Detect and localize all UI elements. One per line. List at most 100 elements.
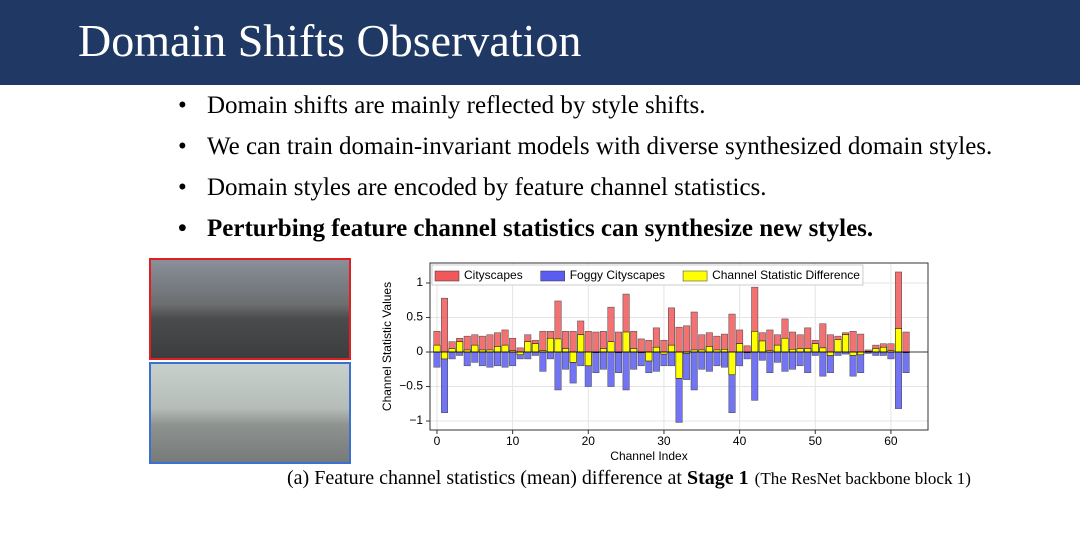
- bar: [509, 337, 517, 353]
- cityscapes-image: [149, 258, 351, 360]
- bar: [675, 326, 683, 353]
- legend-label: Channel Statistic Difference: [712, 268, 860, 282]
- caption: (a) Feature channel statistics (mean) di…: [287, 467, 971, 490]
- bar: [441, 297, 448, 353]
- bar: [773, 344, 781, 353]
- caption-text: (a) Feature channel statistics (mean) di…: [287, 467, 687, 489]
- bar: [539, 351, 547, 372]
- bar: [441, 351, 448, 360]
- bar: [668, 344, 675, 353]
- y-tick-label: 0.5: [406, 310, 423, 324]
- bar: [668, 351, 675, 367]
- bar: [486, 334, 494, 353]
- bar: [758, 340, 766, 353]
- bar: [781, 351, 789, 372]
- header: Domain Shifts Observation: [0, 0, 1080, 85]
- y-tick-label: −1: [409, 413, 423, 427]
- bar: [857, 351, 865, 373]
- bar: [546, 351, 554, 360]
- bar: [645, 351, 653, 362]
- bar: [433, 344, 441, 353]
- bar: [562, 348, 570, 353]
- plot-frame: [429, 262, 929, 431]
- bar: [872, 351, 880, 356]
- bar: [796, 351, 804, 367]
- bar: [539, 331, 547, 353]
- bar: [826, 351, 834, 356]
- legend-frame: [431, 264, 864, 286]
- bar: [683, 351, 691, 380]
- bar: [456, 351, 464, 356]
- bar: [834, 351, 842, 356]
- bar: [554, 338, 562, 353]
- legend-swatch: [434, 270, 460, 282]
- bar: [584, 351, 592, 367]
- legend-label: Cityscapes: [464, 268, 523, 282]
- bar: [448, 351, 456, 360]
- bar: [834, 339, 842, 353]
- bar: [478, 351, 486, 367]
- bar: [441, 351, 448, 413]
- bar: [675, 351, 683, 379]
- bar: [531, 343, 539, 353]
- bar: [516, 347, 524, 353]
- bar: [524, 341, 532, 353]
- bar: [501, 344, 509, 353]
- bar: [569, 351, 577, 363]
- bar: [433, 351, 441, 368]
- bar: [698, 334, 706, 353]
- bar: [842, 334, 849, 353]
- bar: [554, 351, 562, 391]
- x-tick-label: 20: [582, 434, 596, 448]
- slide-title: Domain Shifts Observation: [78, 15, 582, 66]
- bar: [463, 351, 471, 367]
- bar: [660, 340, 668, 353]
- bar: [819, 351, 827, 377]
- bar: [486, 351, 494, 368]
- legend: Cityscapes Foggy Cityscapes Channel Statis…: [431, 264, 864, 286]
- bar: [516, 351, 524, 356]
- bar: [592, 331, 600, 353]
- bar: [615, 331, 623, 353]
- bar: [804, 348, 812, 353]
- bar: [630, 351, 638, 370]
- y-axis-title: Channel Statistic Values: [380, 282, 394, 411]
- bar: [713, 351, 721, 367]
- bullet: Domain shifts are mainly reflected by st…: [178, 88, 992, 129]
- x-tick-label: 50: [809, 434, 823, 448]
- bar: [857, 351, 865, 356]
- bar: [546, 337, 554, 353]
- bar: [819, 347, 827, 353]
- bar: [577, 351, 585, 367]
- bar: [895, 328, 902, 353]
- bullet-list: Domain shifts are mainly reflected by st…: [178, 88, 992, 252]
- bar: [902, 331, 910, 353]
- x-tick-label: 40: [733, 434, 747, 448]
- bar: [728, 351, 736, 376]
- bar: [471, 344, 479, 353]
- bar: [524, 351, 532, 360]
- x-axis-title: Channel Index: [610, 449, 687, 463]
- bar: [577, 334, 585, 353]
- bar: [713, 335, 721, 353]
- bar: [872, 348, 880, 353]
- bar: [615, 351, 623, 373]
- y-tick-label: −0.5: [399, 379, 423, 393]
- bar: [789, 349, 797, 353]
- bar: [607, 341, 615, 353]
- bar: [789, 351, 797, 370]
- bar: [743, 351, 751, 360]
- bar: [902, 351, 910, 373]
- bar: [773, 351, 781, 363]
- bar: [562, 351, 570, 370]
- bar: [766, 351, 774, 373]
- y-tick-label: 1: [416, 275, 423, 289]
- legend-swatch: [540, 270, 565, 282]
- bar: [758, 351, 766, 361]
- bar: [494, 346, 501, 353]
- bar: [751, 331, 759, 353]
- bar: [690, 351, 698, 391]
- bar: [569, 331, 577, 353]
- legend-swatch: [682, 270, 708, 282]
